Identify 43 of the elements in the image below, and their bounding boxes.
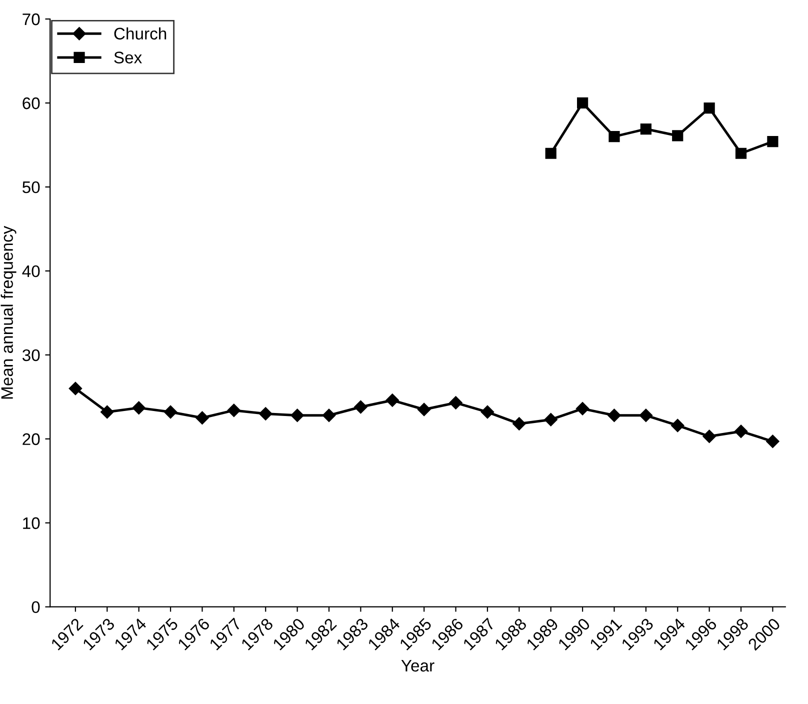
point (196, 411, 209, 424)
point (386, 394, 399, 407)
point (322, 408, 336, 422)
point (480, 405, 494, 419)
y-tick-label: 0 (32, 601, 40, 614)
point (512, 417, 526, 430)
point (767, 136, 778, 148)
point (68, 382, 82, 396)
point (734, 424, 748, 438)
point (702, 430, 716, 443)
legend-label: Sex (114, 52, 142, 64)
point (544, 412, 558, 426)
y-tick-label: 10 (23, 517, 40, 530)
point (449, 396, 462, 410)
point (735, 148, 747, 159)
point (608, 131, 620, 142)
y-tick-label: 60 (22, 97, 40, 110)
point (132, 401, 146, 414)
y-tick-label: 40 (22, 265, 40, 278)
point (608, 408, 621, 422)
point (354, 400, 368, 414)
point (576, 97, 588, 109)
point (164, 405, 178, 419)
point (227, 404, 241, 417)
point (639, 408, 653, 422)
point (671, 418, 684, 432)
point (640, 123, 652, 135)
y-axis-title: Mean annual frequency (0, 226, 16, 399)
point (417, 402, 431, 416)
point (576, 402, 590, 416)
point (704, 102, 715, 114)
y-tick-label: 70 (22, 13, 40, 26)
point (766, 434, 780, 448)
point (290, 408, 304, 422)
y-tick-label: 30 (22, 349, 40, 362)
point (100, 405, 114, 419)
y-tick-label: 20 (22, 433, 40, 446)
point (672, 130, 684, 142)
point (545, 148, 556, 159)
x-axis-title: Year (401, 660, 434, 672)
point (259, 407, 272, 420)
legend-label: Church (114, 27, 166, 40)
y-tick-label: 50 (22, 181, 40, 194)
